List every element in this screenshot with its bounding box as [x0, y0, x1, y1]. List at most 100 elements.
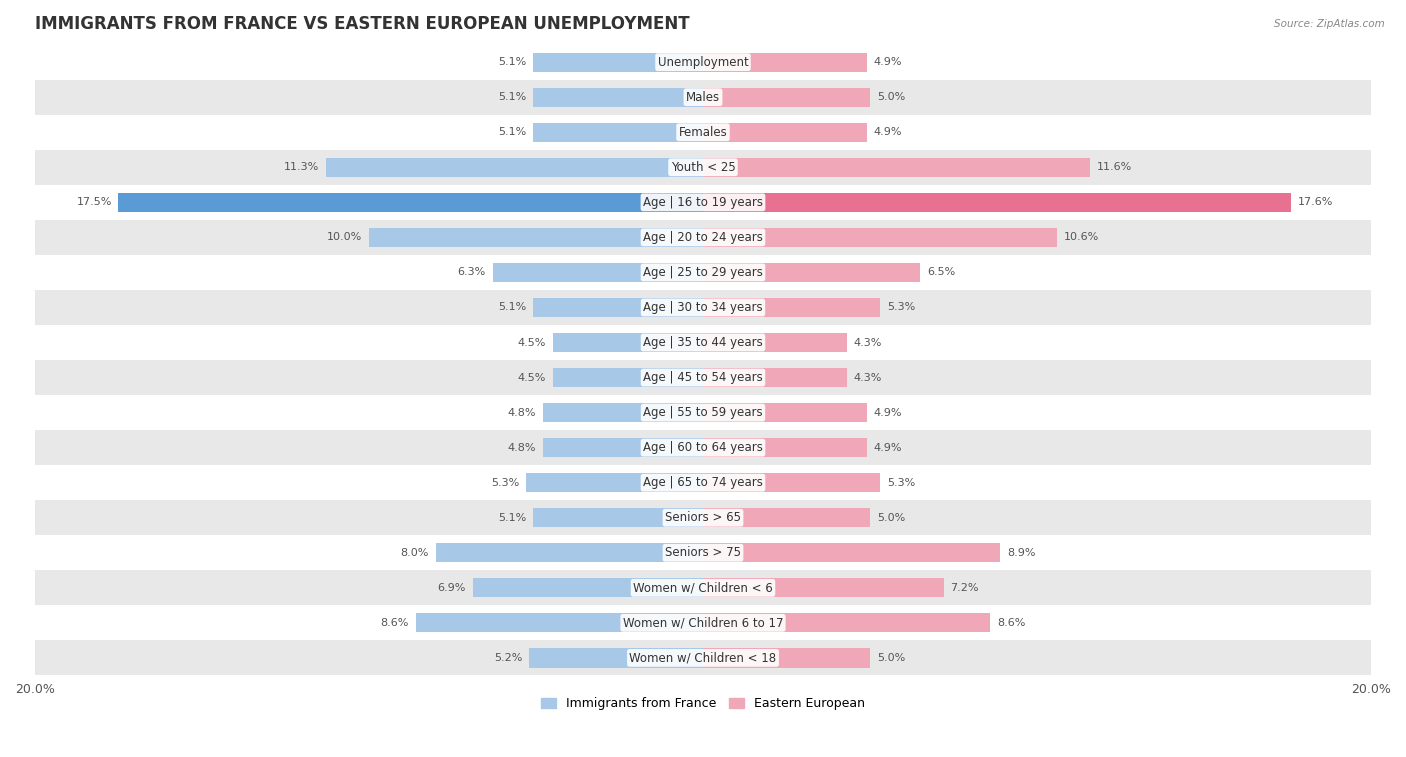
Text: Age | 55 to 59 years: Age | 55 to 59 years [643, 406, 763, 419]
Bar [703, 578, 943, 597]
Text: 8.6%: 8.6% [997, 618, 1025, 628]
Text: 17.6%: 17.6% [1298, 198, 1333, 207]
Bar [703, 263, 920, 282]
Bar [472, 578, 703, 597]
Text: 4.9%: 4.9% [873, 407, 901, 418]
Text: Women w/ Children < 18: Women w/ Children < 18 [630, 651, 776, 665]
Text: Age | 65 to 74 years: Age | 65 to 74 years [643, 476, 763, 489]
Text: Males: Males [686, 91, 720, 104]
Text: 5.1%: 5.1% [498, 127, 526, 137]
Text: 5.3%: 5.3% [491, 478, 519, 488]
Text: Age | 60 to 64 years: Age | 60 to 64 years [643, 441, 763, 454]
Text: Women w/ Children 6 to 17: Women w/ Children 6 to 17 [623, 616, 783, 629]
Bar [703, 52, 866, 72]
Bar [35, 115, 1371, 150]
Bar [35, 430, 1371, 465]
Bar [703, 88, 870, 107]
Bar [35, 150, 1371, 185]
Text: 5.0%: 5.0% [877, 653, 905, 663]
Bar [118, 193, 703, 212]
Text: IMMIGRANTS FROM FRANCE VS EASTERN EUROPEAN UNEMPLOYMENT: IMMIGRANTS FROM FRANCE VS EASTERN EUROPE… [35, 15, 689, 33]
Bar [35, 500, 1371, 535]
Text: 4.5%: 4.5% [517, 338, 546, 347]
Bar [35, 535, 1371, 570]
Text: 5.3%: 5.3% [887, 478, 915, 488]
Bar [533, 298, 703, 317]
Text: 5.0%: 5.0% [877, 512, 905, 523]
Text: 5.1%: 5.1% [498, 512, 526, 523]
Text: Age | 30 to 34 years: Age | 30 to 34 years [643, 301, 763, 314]
Bar [368, 228, 703, 247]
Bar [529, 648, 703, 668]
Text: 17.5%: 17.5% [76, 198, 111, 207]
Text: 4.9%: 4.9% [873, 58, 901, 67]
Bar [35, 45, 1371, 79]
Text: Source: ZipAtlas.com: Source: ZipAtlas.com [1274, 19, 1385, 29]
Bar [35, 640, 1371, 675]
Text: Seniors > 75: Seniors > 75 [665, 547, 741, 559]
Bar [35, 360, 1371, 395]
Bar [436, 543, 703, 562]
Text: 10.0%: 10.0% [328, 232, 363, 242]
Bar [533, 123, 703, 142]
Text: 4.3%: 4.3% [853, 338, 882, 347]
Bar [35, 220, 1371, 255]
Text: 6.9%: 6.9% [437, 583, 465, 593]
Text: 5.0%: 5.0% [877, 92, 905, 102]
Text: 5.1%: 5.1% [498, 92, 526, 102]
Text: 4.8%: 4.8% [508, 407, 536, 418]
Text: 6.5%: 6.5% [927, 267, 955, 277]
Text: 5.1%: 5.1% [498, 58, 526, 67]
Bar [703, 543, 1000, 562]
Text: 4.9%: 4.9% [873, 443, 901, 453]
Bar [35, 325, 1371, 360]
Bar [703, 508, 870, 528]
Text: 11.3%: 11.3% [284, 162, 319, 173]
Text: 5.3%: 5.3% [887, 303, 915, 313]
Text: Females: Females [679, 126, 727, 139]
Bar [416, 613, 703, 633]
Text: 4.8%: 4.8% [508, 443, 536, 453]
Bar [703, 193, 1291, 212]
Bar [703, 403, 866, 422]
Bar [703, 613, 990, 633]
Text: 7.2%: 7.2% [950, 583, 979, 593]
Bar [533, 52, 703, 72]
Bar [35, 185, 1371, 220]
Bar [543, 438, 703, 457]
Text: 10.6%: 10.6% [1064, 232, 1099, 242]
Text: 8.6%: 8.6% [381, 618, 409, 628]
Bar [703, 157, 1091, 177]
Text: 6.3%: 6.3% [457, 267, 486, 277]
Text: Age | 25 to 29 years: Age | 25 to 29 years [643, 266, 763, 279]
Bar [35, 79, 1371, 115]
Text: 11.6%: 11.6% [1097, 162, 1132, 173]
Bar [35, 465, 1371, 500]
Bar [553, 333, 703, 352]
Bar [35, 255, 1371, 290]
Text: 4.5%: 4.5% [517, 372, 546, 382]
Text: Age | 20 to 24 years: Age | 20 to 24 years [643, 231, 763, 244]
Text: Age | 45 to 54 years: Age | 45 to 54 years [643, 371, 763, 384]
Text: Age | 35 to 44 years: Age | 35 to 44 years [643, 336, 763, 349]
Bar [543, 403, 703, 422]
Bar [553, 368, 703, 387]
Bar [703, 368, 846, 387]
Text: Age | 16 to 19 years: Age | 16 to 19 years [643, 196, 763, 209]
Bar [703, 298, 880, 317]
Bar [35, 395, 1371, 430]
Bar [703, 473, 880, 492]
Bar [533, 508, 703, 528]
Text: 5.1%: 5.1% [498, 303, 526, 313]
Bar [35, 606, 1371, 640]
Text: 8.0%: 8.0% [401, 548, 429, 558]
Text: Unemployment: Unemployment [658, 56, 748, 69]
Bar [703, 333, 846, 352]
Text: 4.9%: 4.9% [873, 127, 901, 137]
Text: 5.2%: 5.2% [495, 653, 523, 663]
Bar [703, 123, 866, 142]
Bar [533, 88, 703, 107]
Bar [35, 290, 1371, 325]
Bar [703, 438, 866, 457]
Text: Seniors > 65: Seniors > 65 [665, 511, 741, 524]
